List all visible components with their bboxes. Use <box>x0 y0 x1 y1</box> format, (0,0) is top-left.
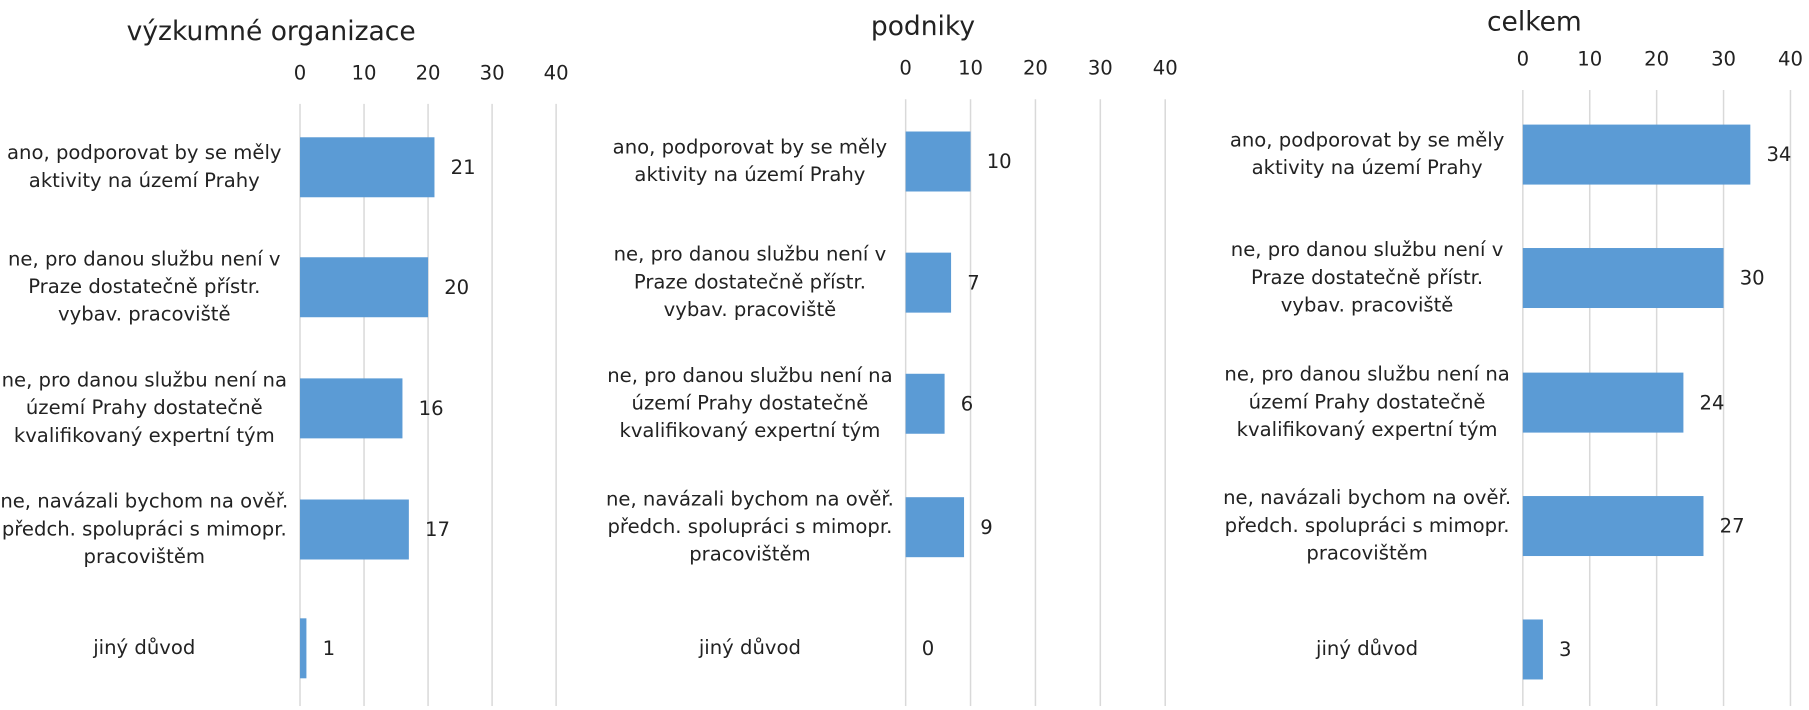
data-label: 7 <box>967 271 979 294</box>
category-label-box: jiný důvod <box>1316 637 1419 662</box>
category-label-box: ne, navázali bychom na ověř. předch. spo… <box>1223 486 1512 566</box>
x-tick-label: 30 <box>1711 47 1736 70</box>
data-label: 17 <box>425 518 450 541</box>
chart-title: celkem <box>1487 7 1582 38</box>
category-label-box: ne, pro danou službu není v Praze dostat… <box>1230 238 1504 318</box>
category-label: ne, pro danou službu není na území Prahy… <box>1224 363 1510 442</box>
bar <box>300 257 429 318</box>
data-label: 30 <box>1740 267 1765 290</box>
data-label: 1 <box>323 637 335 660</box>
bar <box>300 499 409 560</box>
chart-title: podniky <box>871 11 975 42</box>
category-label-box: ne, pro danou službu není na území Prahy… <box>1224 363 1510 442</box>
bar <box>300 137 435 198</box>
bar <box>1522 248 1724 309</box>
data-label: 9 <box>980 516 992 539</box>
data-label: 0 <box>922 637 934 660</box>
x-tick-label: 40 <box>544 61 569 84</box>
x-tick-label: 10 <box>958 57 983 80</box>
data-label: 20 <box>444 276 469 299</box>
bar <box>1522 496 1704 557</box>
category-label-box: ne, pro danou službu není na území Prahy… <box>607 364 893 443</box>
x-tick-label: 20 <box>1023 57 1048 80</box>
category-label-box: ne, pro danou službu není v Praze dostat… <box>7 248 281 327</box>
bar <box>905 131 971 192</box>
category-label: jiný důvod <box>93 636 196 660</box>
x-tick-label: 40 <box>1778 47 1803 70</box>
category-label: jiný důvod <box>1316 637 1419 662</box>
x-tick-label: 10 <box>1577 47 1602 70</box>
chart-title: výzkumné organizace <box>127 16 416 47</box>
bar <box>905 252 952 313</box>
category-label-box: ano, podporovat by se měly aktivity na ú… <box>1229 129 1505 180</box>
x-tick-label: 0 <box>1517 47 1529 70</box>
category-label: ne, navázali bychom na ověř. předch. spo… <box>1223 486 1512 566</box>
category-label-box: jiný důvod <box>698 636 801 660</box>
data-label: 10 <box>987 150 1012 173</box>
data-label: 3 <box>1559 638 1571 661</box>
x-tick-label: 30 <box>1088 57 1113 80</box>
data-label: 21 <box>451 156 476 179</box>
x-tick-label: 20 <box>416 61 441 84</box>
category-label: ano, podporovat by se měly aktivity na ú… <box>7 141 282 193</box>
x-tick-label: 10 <box>352 61 377 84</box>
category-label: ano, podporovat by se měly aktivity na ú… <box>612 136 888 187</box>
x-tick-label: 30 <box>480 61 505 84</box>
bar <box>905 373 945 434</box>
data-label: 27 <box>1720 515 1745 538</box>
category-label: ne, navázali bychom na ověř. předch. spo… <box>605 487 894 567</box>
data-label: 34 <box>1766 143 1791 166</box>
category-label-box: ne, pro danou službu není na území Prahy… <box>1 369 287 448</box>
x-tick-label: 0 <box>899 57 911 80</box>
category-label: ne, pro danou službu není v Praze dostat… <box>1230 238 1504 318</box>
data-label: 24 <box>1700 391 1725 414</box>
category-label-box: ne, navázali bychom na ověř. předch. spo… <box>0 490 289 569</box>
category-label-box: jiný důvod <box>93 636 196 660</box>
category-label-box: ne, navázali bychom na ověř. předch. spo… <box>605 487 894 567</box>
category-label: ano, podporovat by se měly aktivity na ú… <box>1229 129 1505 180</box>
x-tick-label: 0 <box>294 61 306 84</box>
category-label: jiný důvod <box>698 636 801 660</box>
category-label-box: ne, pro danou službu není v Praze dostat… <box>613 243 887 322</box>
x-tick-label: 20 <box>1644 47 1669 70</box>
category-label: ne, pro danou službu není v Praze dostat… <box>7 248 281 327</box>
bar <box>1522 619 1543 680</box>
bar <box>300 618 307 679</box>
bar <box>905 497 965 558</box>
data-label: 16 <box>419 397 444 420</box>
category-label: ne, navázali bychom na ověř. předch. spo… <box>0 490 289 569</box>
bar <box>300 378 403 439</box>
category-label: ne, pro danou službu není v Praze dostat… <box>613 243 887 322</box>
category-label: ne, pro danou službu není na území Prahy… <box>607 364 893 443</box>
bar <box>1522 372 1684 433</box>
category-label: ne, pro danou službu není na území Prahy… <box>1 369 287 448</box>
category-label-box: ano, podporovat by se měly aktivity na ú… <box>7 141 282 193</box>
x-tick-label: 40 <box>1153 57 1178 80</box>
bar <box>1522 124 1751 185</box>
data-label: 6 <box>961 392 973 415</box>
category-label-box: ano, podporovat by se měly aktivity na ú… <box>612 136 888 187</box>
